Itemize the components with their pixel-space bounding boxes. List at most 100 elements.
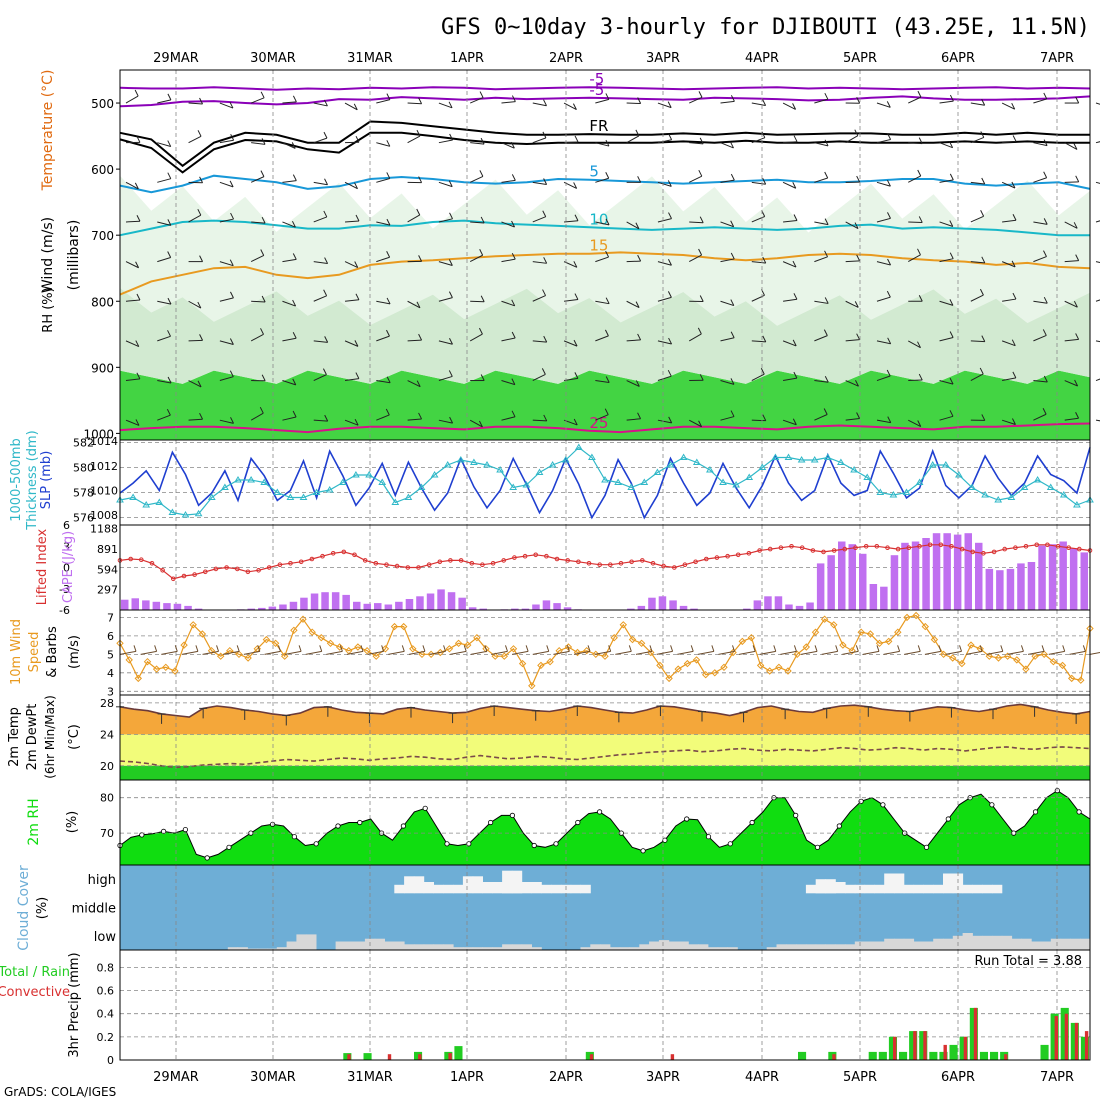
wind-barb-flag <box>762 178 767 185</box>
wind-barb <box>250 97 265 104</box>
low-cloud-bar <box>1050 938 1062 950</box>
thickness-marker <box>443 461 452 468</box>
cape-bar <box>869 584 878 610</box>
wind-barb <box>595 335 609 342</box>
surface-wind-barb <box>223 650 240 655</box>
wind-barb <box>407 418 422 421</box>
wind-barb <box>344 181 358 190</box>
wind-barb-flag <box>448 180 453 187</box>
wind-barb-flag <box>1043 171 1048 178</box>
wind-barb-flag <box>918 295 923 302</box>
ylabel-part: (%) <box>65 811 80 834</box>
surface-wind-barb-flag <box>938 645 942 652</box>
wind-barb <box>814 98 828 104</box>
wind-barb <box>532 261 547 264</box>
date-label-bottom: 29MAR <box>153 1070 199 1085</box>
wind-barb <box>376 335 390 342</box>
thickness-marker <box>758 463 767 470</box>
wind-barb <box>845 221 859 229</box>
cape-bar <box>121 599 129 610</box>
cape-bar <box>289 601 298 610</box>
wind-barb <box>595 177 609 183</box>
surface-wind-barb <box>1069 650 1086 655</box>
rh-marker <box>313 841 319 847</box>
wind-barb <box>751 261 766 264</box>
wind-speed-marker <box>582 646 591 655</box>
lifted-index-marker <box>160 568 165 573</box>
wind-barb-flag <box>886 369 891 377</box>
wind-speed-marker <box>811 628 820 636</box>
wind-barb <box>344 378 359 382</box>
wind-barb-flag <box>1011 181 1016 189</box>
thickness-marker <box>784 453 793 460</box>
cape-bar <box>384 604 393 610</box>
y-tick-label: 1000 <box>83 427 114 441</box>
panel-ylabel: CAPE (J/kg) <box>61 531 76 603</box>
high-cloud-bar <box>394 884 405 894</box>
date-label-top: 4APR <box>745 51 779 66</box>
wind-barb-flag <box>166 408 171 416</box>
temperature-area <box>120 704 1090 735</box>
rh-marker <box>596 809 603 815</box>
wind-barb <box>1064 417 1079 421</box>
wind-barb-flag <box>324 178 328 185</box>
low-cloud-bar <box>433 944 444 950</box>
wind-speed-marker <box>308 628 316 636</box>
y-tick-label: 0.2 <box>97 1031 115 1044</box>
wind-barb-flag <box>542 210 547 217</box>
high-cloud-bar <box>923 884 934 894</box>
thickness-marker <box>627 483 636 490</box>
wind-speed-marker <box>500 652 509 660</box>
convective-precip-bar <box>1084 1031 1089 1060</box>
wind-barb <box>1001 102 1015 110</box>
wind-barb <box>125 95 139 104</box>
convective-precip-bar <box>832 1054 836 1060</box>
low-cloud-bar <box>355 941 366 950</box>
ylabel-part: & Barbs <box>45 626 60 678</box>
panel-ylabel: 2m RH <box>26 798 42 845</box>
wind-barb-flag <box>730 299 735 306</box>
wind-speed-marker <box>262 635 271 644</box>
wind-barb-flag <box>574 214 579 221</box>
low-cloud-bar <box>335 941 346 950</box>
thickness-marker <box>719 478 727 485</box>
lifted-index-marker <box>501 558 507 563</box>
wind-barb-flag <box>730 173 735 181</box>
wind-barb <box>720 300 734 307</box>
wind-barb-flag <box>355 372 360 379</box>
wind-barb-flag <box>981 99 986 106</box>
wind-barb <box>1095 220 1100 223</box>
wind-barb-flag <box>416 380 421 387</box>
thickness-marker <box>745 473 754 480</box>
wind-barb <box>876 217 891 223</box>
wind-barb <box>563 340 578 347</box>
ylabel-part: 10m Wind <box>9 619 24 685</box>
surface-wind-barb <box>924 650 941 655</box>
cape-bar <box>374 603 382 610</box>
lifted-index-marker <box>1023 544 1029 549</box>
wind-barb <box>1002 377 1016 382</box>
lifted-index-marker <box>426 562 432 568</box>
cape-bar <box>848 544 856 610</box>
lifted-index-marker <box>618 561 624 566</box>
convective-precip-bar <box>418 1054 422 1060</box>
ylabel-part: 1000-500mb <box>9 438 24 522</box>
surface-wind-barb <box>945 650 962 655</box>
date-label-bottom: 30MAR <box>250 1070 296 1085</box>
wind-barb-flag <box>511 299 516 307</box>
y-tick-label: 500 <box>91 97 114 111</box>
date-label-top: 29MAR <box>153 51 199 66</box>
thickness-marker <box>168 508 177 515</box>
wind-speed-marker <box>665 674 673 683</box>
thickness-marker <box>679 453 688 460</box>
wind-barb-flag <box>416 129 421 137</box>
lifted-index-marker <box>405 565 411 570</box>
rh-marker <box>662 837 668 843</box>
wind-barb <box>125 261 139 269</box>
wind-barb <box>532 419 547 422</box>
cape-bar <box>953 534 962 610</box>
low-cloud-bar <box>482 947 493 950</box>
lifted-index-marker <box>938 542 944 548</box>
wind-speed-marker <box>674 665 682 673</box>
wind-barb <box>376 142 390 147</box>
